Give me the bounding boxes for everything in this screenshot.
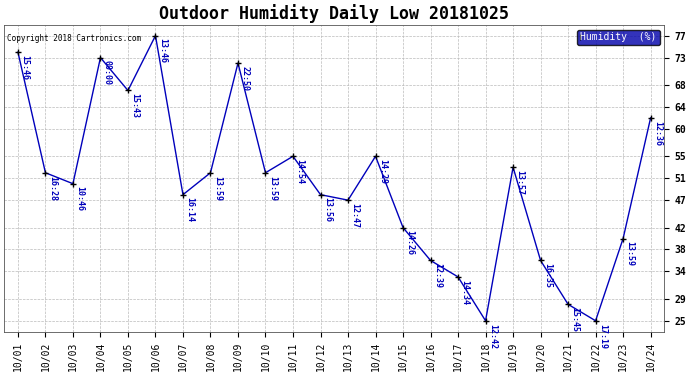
Text: 13:46: 13:46	[158, 39, 167, 63]
Text: 13:59: 13:59	[268, 176, 277, 201]
Text: Copyright 2018 Cartronics.com: Copyright 2018 Cartronics.com	[8, 34, 141, 43]
Text: 15:45: 15:45	[571, 307, 580, 332]
Text: 22:50: 22:50	[240, 66, 249, 91]
Text: 12:39: 12:39	[433, 263, 442, 288]
Text: 14:54: 14:54	[295, 159, 304, 184]
Text: 15:43: 15:43	[130, 93, 139, 118]
Text: 14:34: 14:34	[460, 280, 469, 304]
Text: 10:46: 10:46	[75, 186, 84, 211]
Text: 13:56: 13:56	[323, 198, 332, 222]
Legend: Humidity  (%): Humidity (%)	[578, 30, 660, 45]
Text: 16:14: 16:14	[186, 198, 195, 222]
Text: 14:29: 14:29	[378, 159, 387, 184]
Text: 17:19: 17:19	[598, 324, 607, 348]
Text: 12:42: 12:42	[488, 324, 497, 348]
Text: 16:35: 16:35	[543, 263, 552, 288]
Text: 13:59: 13:59	[626, 241, 635, 266]
Text: 12:36: 12:36	[653, 121, 662, 146]
Text: 14:26: 14:26	[406, 230, 415, 255]
Text: 13:57: 13:57	[515, 170, 524, 195]
Title: Outdoor Humidity Daily Low 20181025: Outdoor Humidity Daily Low 20181025	[159, 4, 509, 23]
Text: 16:28: 16:28	[48, 176, 57, 201]
Text: 13:59: 13:59	[213, 176, 222, 201]
Text: 00:00: 00:00	[103, 60, 112, 86]
Text: 15:46: 15:46	[21, 55, 30, 80]
Text: 12:47: 12:47	[351, 203, 359, 228]
